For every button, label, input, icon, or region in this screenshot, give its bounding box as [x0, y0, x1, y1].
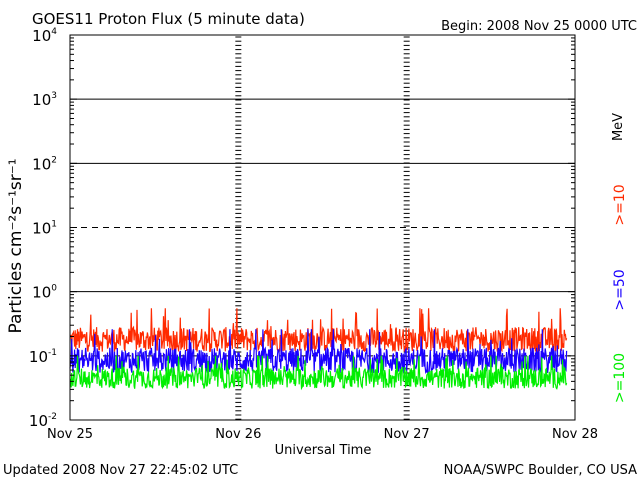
y-tick-exponent: 4 [51, 27, 57, 37]
y-tick-labels: 104 103 102 101 100 10-1 1 0 -2 [29, 27, 57, 430]
series-line [69, 329, 568, 375]
y-tick-label: 101 [32, 220, 57, 238]
legend-entry: >=50 [612, 269, 628, 310]
day-divider-ticks [235, 36, 410, 420]
x-tick-label: Nov 27 [384, 427, 430, 442]
y-tick-label: 103 [32, 91, 57, 109]
chart-title: GOES11 Proton Flux (5 minute data) [32, 10, 305, 28]
y-axis-label: Particles cm⁻²s⁻¹sr⁻¹ [6, 158, 26, 333]
begin-label: Begin: 2008 Nov 25 0000 UTC [441, 19, 637, 34]
y-tick-exponent: 0 [51, 284, 57, 294]
legend-entry: >=100 [612, 353, 628, 403]
series-layer [69, 308, 568, 391]
x-tick-label: Nov 28 [552, 427, 598, 442]
x-axis-label: Universal Time [275, 443, 372, 458]
y-tick-marks [70, 37, 575, 421]
y-tick-exponent: -2 [48, 412, 57, 422]
legend-entry: >=10 [612, 184, 628, 225]
horizontal-gridlines [70, 98, 575, 357]
x-tick-labels: Nov 25 Nov 26 Nov 27 Nov 28 [47, 427, 598, 442]
y-tick-exponent: -1 [48, 348, 57, 358]
updated-timestamp: Updated 2008 Nov 27 22:45:02 UTC [3, 463, 238, 478]
unit-label: MeV [611, 113, 626, 141]
y-tick-exponent: 2 [51, 155, 57, 165]
credit-label: NOAA/SWPC Boulder, CO USA [444, 463, 637, 478]
series-line [70, 355, 568, 391]
y-tick-label: 104 [32, 27, 57, 45]
y-tick-exponent: 1 [51, 220, 57, 230]
legend: >=10 >=50 >=100 [612, 184, 628, 403]
y-tick-exponent: 3 [51, 91, 57, 101]
y-tick-label: 102 [32, 155, 57, 173]
x-tick-label: Nov 26 [215, 427, 261, 442]
x-tick-label: Nov 25 [47, 427, 93, 442]
y-tick-label: 100 [32, 284, 57, 302]
y-tick-label: 10-1 [29, 348, 57, 366]
